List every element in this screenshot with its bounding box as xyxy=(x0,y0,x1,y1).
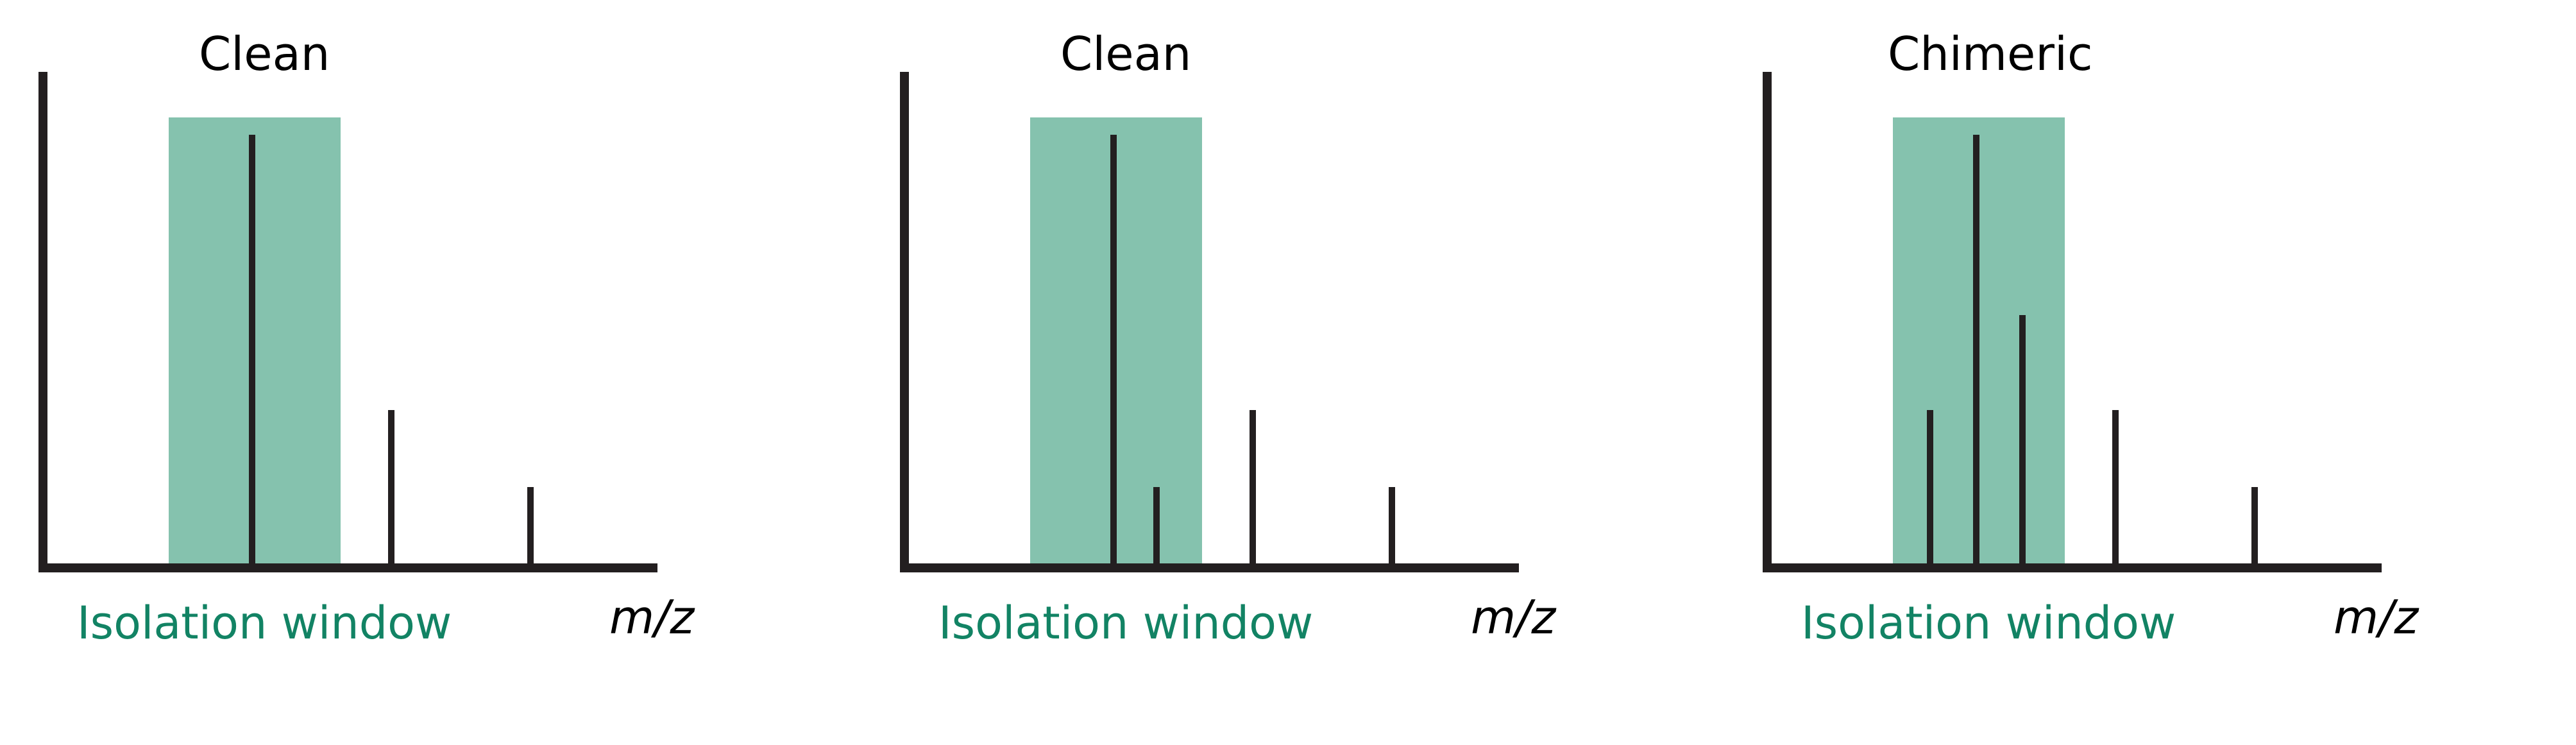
x-axis xyxy=(38,563,657,572)
peak-3 xyxy=(2019,315,2026,565)
mz-axis-label: m/z xyxy=(2334,590,2419,644)
peak-1 xyxy=(1927,410,1933,565)
spectrum-panel-clean-1: Clean Isolation window m/z xyxy=(0,0,834,745)
y-axis xyxy=(38,72,47,572)
peak-2 xyxy=(388,410,394,565)
spectrum-panel-clean-2: Clean Isolation window m/z xyxy=(861,0,1695,745)
panel-title: Clean xyxy=(199,27,330,81)
panel-title: Clean xyxy=(1060,27,1192,81)
peak-1 xyxy=(249,135,255,565)
mz-axis-label: m/z xyxy=(609,590,695,644)
mz-axis-label: m/z xyxy=(1471,590,1556,644)
peak-5 xyxy=(2251,487,2258,565)
peak-3 xyxy=(1250,410,1256,565)
isolation-window-label: Isolation window xyxy=(938,597,1314,649)
peak-2 xyxy=(1153,487,1160,565)
panel-title: Chimeric xyxy=(1888,27,2093,81)
isolation-window-label: Isolation window xyxy=(1801,597,2176,649)
peak-4 xyxy=(2112,410,2119,565)
isolation-window-label: Isolation window xyxy=(77,597,452,649)
x-axis xyxy=(1763,563,2382,572)
peak-1 xyxy=(1110,135,1117,565)
y-axis xyxy=(900,72,909,572)
peak-3 xyxy=(527,487,534,565)
peak-4 xyxy=(1389,487,1395,565)
y-axis xyxy=(1763,72,1772,572)
spectrum-panel-chimeric: Chimeric Isolation window m/z xyxy=(1724,0,2558,745)
peak-2 xyxy=(1973,135,1979,565)
x-axis xyxy=(900,563,1519,572)
